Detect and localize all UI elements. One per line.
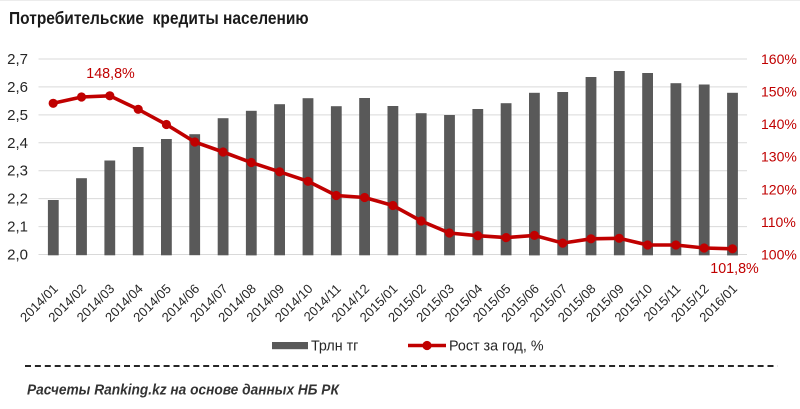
svg-text:Трлн тг: Трлн тг — [311, 339, 358, 355]
svg-text:2,7: 2,7 — [7, 51, 28, 68]
svg-text:2,6: 2,6 — [7, 79, 28, 96]
svg-text:2,2: 2,2 — [7, 191, 28, 208]
svg-text:140%: 140% — [761, 116, 797, 132]
svg-text:Потребительские кредиты насел: Потребительские кредиты населению — [9, 8, 309, 28]
svg-text:2,5: 2,5 — [7, 107, 28, 124]
svg-text:Рост за год, %: Рост за год, % — [449, 339, 544, 355]
svg-text:110%: 110% — [761, 214, 796, 230]
svg-text:120%: 120% — [761, 181, 797, 197]
svg-text:2,4: 2,4 — [7, 135, 28, 152]
svg-text:100%: 100% — [761, 247, 797, 263]
svg-text:2,1: 2,1 — [7, 219, 28, 236]
svg-text:101,8%: 101,8% — [710, 261, 759, 277]
svg-text:160%: 160% — [761, 51, 797, 67]
svg-text:150%: 150% — [761, 84, 797, 100]
svg-text:148,8%: 148,8% — [86, 66, 135, 82]
svg-text:2,3: 2,3 — [7, 163, 28, 180]
svg-text:130%: 130% — [761, 149, 797, 165]
svg-text:2,0: 2,0 — [7, 247, 28, 264]
svg-text:Расчеты Ranking.kz на основе д: Расчеты Ranking.kz на основе данных НБ Р… — [27, 382, 340, 399]
